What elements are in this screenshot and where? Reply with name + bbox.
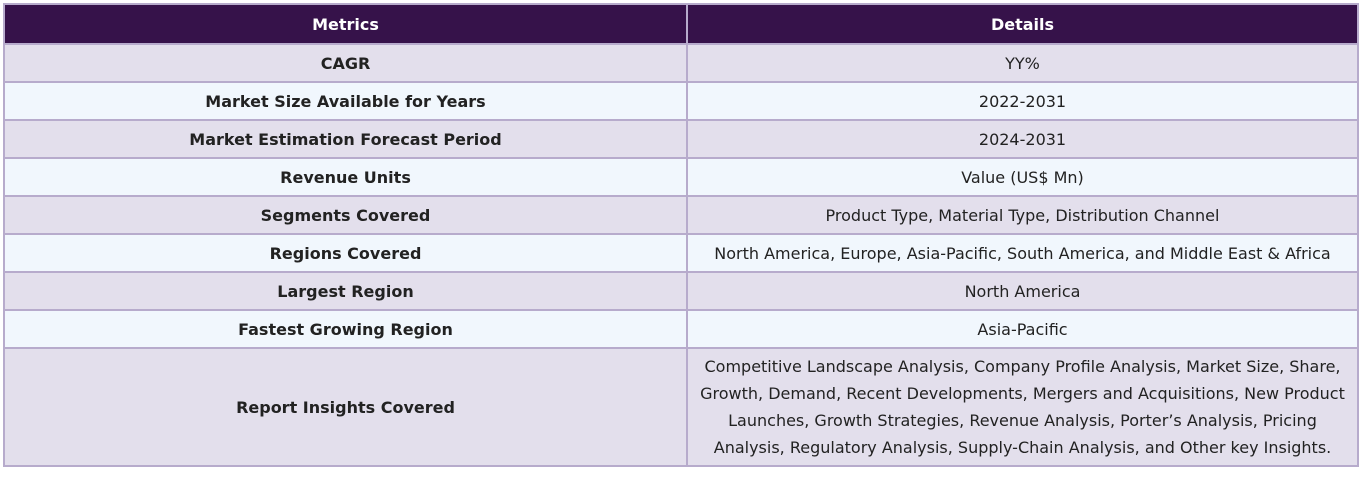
metric-cell: Market Estimation Forecast Period (3, 119, 688, 159)
report-metrics-table: Metrics Details CAGR YY% Market Size Ava… (3, 3, 1359, 467)
header-details: Details (686, 3, 1359, 45)
detail-cell: North America, Europe, Asia-Pacific, Sou… (686, 233, 1359, 273)
detail-cell: Competitive Landscape Analysis, Company … (686, 347, 1359, 467)
table-row: Segments Covered Product Type, Material … (3, 195, 1359, 235)
metric-cell: Segments Covered (3, 195, 688, 235)
detail-cell: Asia-Pacific (686, 309, 1359, 349)
detail-cell: 2022-2031 (686, 81, 1359, 121)
metric-cell: Revenue Units (3, 157, 688, 197)
report-metrics-table-container: Metrics Details CAGR YY% Market Size Ava… (3, 3, 1359, 467)
detail-cell: North America (686, 271, 1359, 311)
table-row: CAGR YY% (3, 43, 1359, 83)
detail-cell: YY% (686, 43, 1359, 83)
table-row: Fastest Growing Region Asia-Pacific (3, 309, 1359, 349)
metric-cell: CAGR (3, 43, 688, 83)
metric-cell: Regions Covered (3, 233, 688, 273)
table-row: Market Estimation Forecast Period 2024-2… (3, 119, 1359, 159)
metric-cell: Report Insights Covered (3, 347, 688, 467)
detail-cell: Product Type, Material Type, Distributio… (686, 195, 1359, 235)
table-row: Report Insights Covered Competitive Land… (3, 347, 1359, 467)
metric-cell: Market Size Available for Years (3, 81, 688, 121)
metric-cell: Largest Region (3, 271, 688, 311)
metric-cell: Fastest Growing Region (3, 309, 688, 349)
table-row: Largest Region North America (3, 271, 1359, 311)
table-row: Market Size Available for Years 2022-203… (3, 81, 1359, 121)
detail-cell: 2024-2031 (686, 119, 1359, 159)
detail-cell: Value (US$ Mn) (686, 157, 1359, 197)
table-header: Metrics Details (3, 3, 1359, 45)
table-body: CAGR YY% Market Size Available for Years… (3, 43, 1359, 467)
header-metrics: Metrics (3, 3, 688, 45)
table-row: Regions Covered North America, Europe, A… (3, 233, 1359, 273)
table-row: Revenue Units Value (US$ Mn) (3, 157, 1359, 197)
header-row: Metrics Details (3, 3, 1359, 45)
